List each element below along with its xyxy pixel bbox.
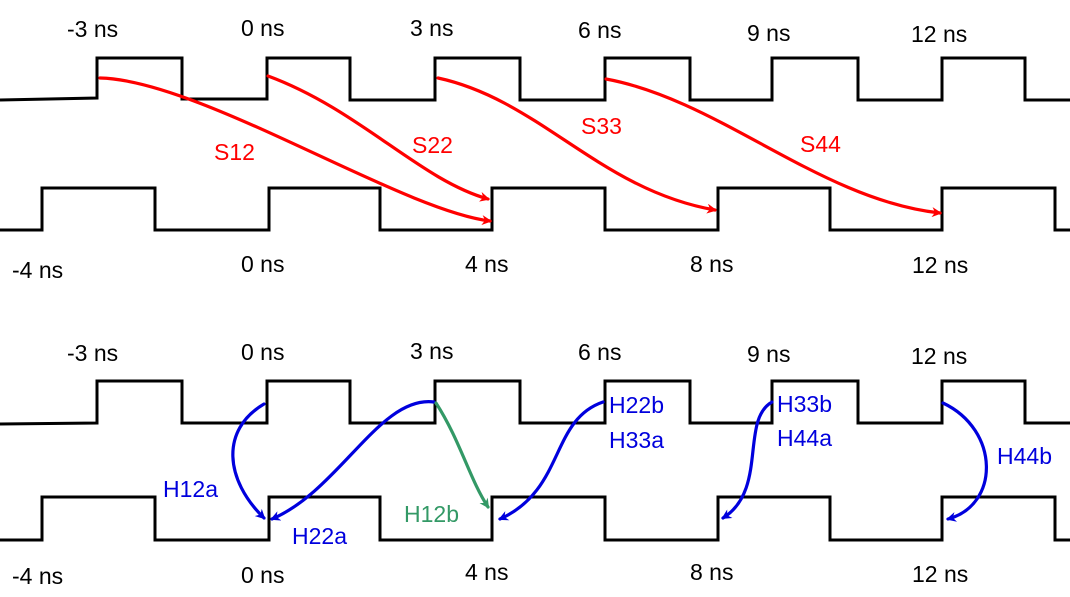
bottom-capture-tick-3: 4 ns bbox=[465, 559, 508, 585]
hold-label-h12a: H12a bbox=[163, 476, 218, 502]
top-launch-tick-5: 9 ns bbox=[747, 20, 790, 46]
setup-label-s12: S12 bbox=[214, 139, 255, 165]
hold-arrow-h12a bbox=[231, 402, 266, 520]
bottom-capture-tick-1: -4 ns bbox=[12, 563, 63, 589]
bottom-capture-tick-2: 0 ns bbox=[241, 562, 284, 588]
top-capture-tick-2: 0 ns bbox=[241, 251, 284, 277]
top-capture-clock-waveform bbox=[0, 186, 1070, 232]
setup-arrow-s22 bbox=[266, 74, 490, 202]
hold-arrow-h22b bbox=[498, 400, 605, 521]
hold-label-h33b: H33b bbox=[777, 391, 832, 417]
bottom-launch-tick-5: 9 ns bbox=[747, 341, 790, 367]
top-capture-tick-4: 8 ns bbox=[690, 251, 733, 277]
top-launch-tick-4: 6 ns bbox=[578, 17, 621, 43]
top-launch-clock-waveform bbox=[0, 56, 1070, 102]
top-panel: -3 ns 0 ns 3 ns 6 ns 9 ns 12 ns -4 ns 0 … bbox=[0, 15, 1070, 283]
setup-label-s22: S22 bbox=[412, 132, 453, 158]
bottom-panel: -3 ns 0 ns 3 ns 6 ns 9 ns 12 ns -4 ns 0 … bbox=[0, 338, 1070, 589]
top-launch-tick-2: 0 ns bbox=[241, 15, 284, 41]
top-launch-tick-1: -3 ns bbox=[67, 16, 118, 42]
hold-label-h33a: H33a bbox=[609, 427, 664, 453]
hold-label-h44b: H44b bbox=[997, 443, 1052, 469]
bottom-launch-tick-6: 12 ns bbox=[911, 343, 967, 369]
setup-label-s33: S33 bbox=[581, 113, 622, 139]
bottom-launch-tick-1: -3 ns bbox=[67, 340, 118, 366]
top-capture-tick-1: -4 ns bbox=[12, 257, 63, 283]
bottom-launch-tick-4: 6 ns bbox=[578, 339, 621, 365]
hold-arrow-h44b bbox=[941, 401, 988, 522]
top-capture-tick-3: 4 ns bbox=[465, 251, 508, 277]
bottom-capture-tick-4: 8 ns bbox=[690, 559, 733, 585]
hold-label-h22a: H22a bbox=[292, 523, 347, 549]
hold-label-h44a: H44a bbox=[777, 425, 832, 451]
setup-arrow-s33 bbox=[436, 76, 717, 214]
setup-arrow-s44 bbox=[604, 77, 942, 218]
hold-arrow-h12b bbox=[434, 401, 490, 509]
hold-label-h22b: H22b bbox=[609, 392, 664, 418]
bottom-launch-tick-2: 0 ns bbox=[241, 339, 284, 365]
setup-label-s44: S44 bbox=[800, 131, 841, 157]
hold-arrow-h33b bbox=[721, 400, 774, 520]
top-capture-tick-5: 12 ns bbox=[912, 252, 968, 278]
bottom-launch-tick-3: 3 ns bbox=[410, 338, 453, 364]
bottom-launch-clock-waveform bbox=[0, 379, 1070, 426]
bottom-capture-tick-5: 12 ns bbox=[912, 561, 968, 587]
top-launch-tick-3: 3 ns bbox=[410, 15, 453, 41]
top-launch-tick-6: 12 ns bbox=[911, 21, 967, 47]
bottom-capture-clock-waveform bbox=[0, 495, 1070, 542]
hold-label-h12b: H12b bbox=[404, 501, 459, 527]
hold-arrow-h22a bbox=[270, 400, 436, 521]
setup-arrow-s12 bbox=[98, 76, 492, 225]
